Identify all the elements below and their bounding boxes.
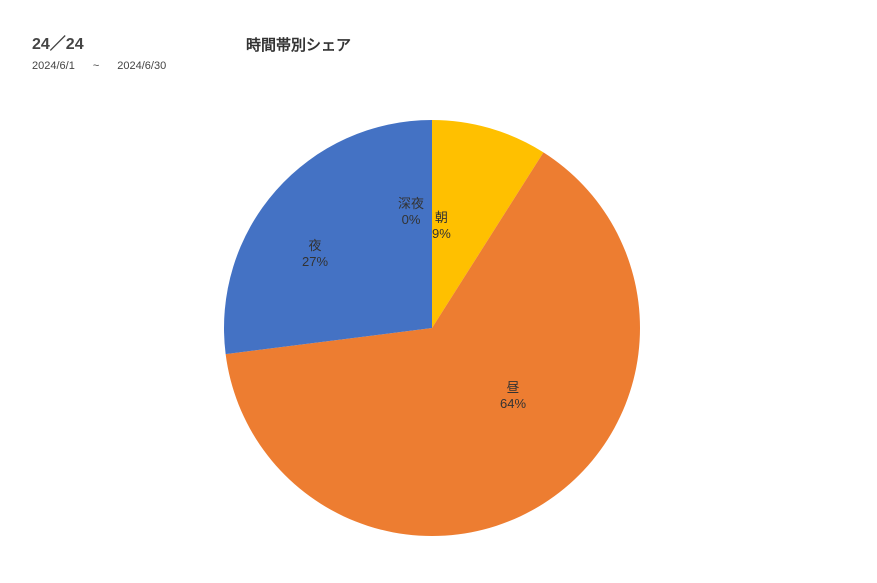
pie-chart: 深夜0%朝9%昼64%夜27%: [0, 0, 877, 578]
pie-slice-3: [224, 120, 432, 354]
pie-svg: [0, 0, 877, 578]
